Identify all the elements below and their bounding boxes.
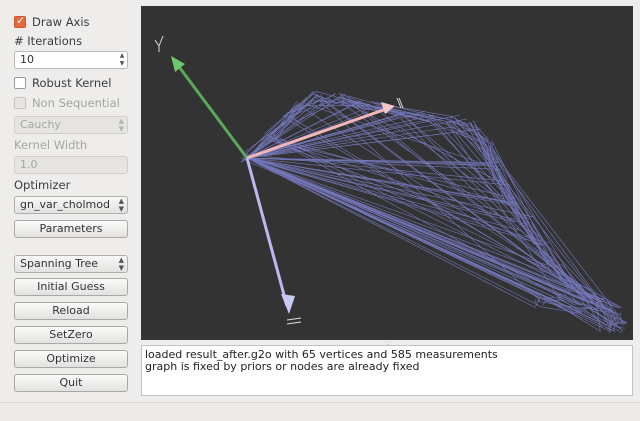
kernel-width-label: Kernel Width: [14, 138, 88, 152]
init-method-value: Spanning Tree: [20, 257, 99, 270]
log-output: loaded result_after.g2o with 65 vertices…: [141, 345, 633, 396]
robust-kernel-check-icon[interactable]: [14, 77, 26, 89]
init-method-select[interactable]: Spanning Tree ▲ ▼: [14, 255, 128, 273]
optimizer-select[interactable]: gn_var_cholmod ▲ ▼: [14, 196, 128, 214]
axis-x-line: [246, 106, 390, 160]
non-sequential-checkbox[interactable]: Non Sequential: [14, 96, 120, 110]
robust-kernel-checkbox[interactable]: Robust Kernel: [14, 76, 111, 90]
kernel-type-value: Cauchy: [20, 118, 61, 131]
spin-arrows-icon[interactable]: ▲ ▼: [119, 52, 125, 67]
status-bar: [0, 402, 640, 421]
axis-z-glyph: [286, 317, 302, 325]
draw-axis-check-icon[interactable]: [14, 14, 26, 28]
axis-y-glyph: [154, 35, 164, 52]
axis-x-glyph: [396, 97, 404, 109]
axis-z-arrowhead: [281, 294, 295, 314]
updown-arrow-icon: ▲ ▼: [118, 117, 124, 133]
kernel-width-field[interactable]: 1.0: [14, 156, 128, 174]
iterations-label-row: # Iterations: [14, 34, 82, 48]
optimizer-label-row: Optimizer: [14, 178, 70, 192]
log-line: loaded result_after.g2o with 65 vertices…: [145, 348, 498, 361]
iterations-value: 10: [20, 53, 34, 66]
kernel-width-value: 1.0: [20, 158, 38, 171]
axis-y-arrowhead: [171, 56, 185, 72]
graph-edges: [240, 90, 628, 333]
updown-arrow-icon: ▲ ▼: [118, 256, 124, 272]
graph-canvas: [154, 35, 628, 333]
non-sequential-label: Non Sequential: [32, 96, 120, 110]
quit-button[interactable]: Quit: [14, 374, 128, 392]
axis-x-arrowhead: [381, 102, 395, 114]
axis-gizmo: [154, 35, 404, 325]
reload-button[interactable]: Reload: [14, 302, 128, 320]
optimizer-value: gn_var_cholmod: [20, 198, 110, 211]
initial-guess-button[interactable]: Initial Guess: [14, 278, 128, 296]
parameters-button[interactable]: Parameters: [14, 220, 128, 238]
optimize-button[interactable]: Optimize: [14, 350, 128, 368]
updown-arrow-icon: ▲ ▼: [118, 197, 124, 213]
kernel-width-label-row: Kernel Width: [14, 138, 87, 152]
optimizer-label: Optimizer: [14, 178, 71, 192]
draw-axis-label: Draw Axis: [32, 15, 90, 29]
draw-axis-checkbox[interactable]: Draw Axis: [14, 14, 90, 29]
splitter-handle[interactable]: · · ·: [385, 339, 391, 349]
setzero-button[interactable]: SetZero: [14, 326, 128, 344]
non-sequential-check-icon[interactable]: [14, 97, 26, 109]
log-line: graph is fixed by priors or nodes are al…: [145, 360, 420, 373]
robust-kernel-label: Robust Kernel: [32, 76, 112, 90]
iterations-spinbox[interactable]: 10 ▲ ▼: [14, 51, 128, 69]
graph-viewer-3d[interactable]: [141, 6, 633, 340]
axis-y-line: [175, 63, 249, 159]
kernel-type-select[interactable]: Cauchy ▲ ▼: [14, 116, 128, 134]
axis-z-line: [245, 157, 289, 307]
control-panel: Draw Axis # Iterations 10 ▲▼ Robust Kern…: [8, 6, 136, 396]
iterations-label: # Iterations: [14, 34, 83, 48]
